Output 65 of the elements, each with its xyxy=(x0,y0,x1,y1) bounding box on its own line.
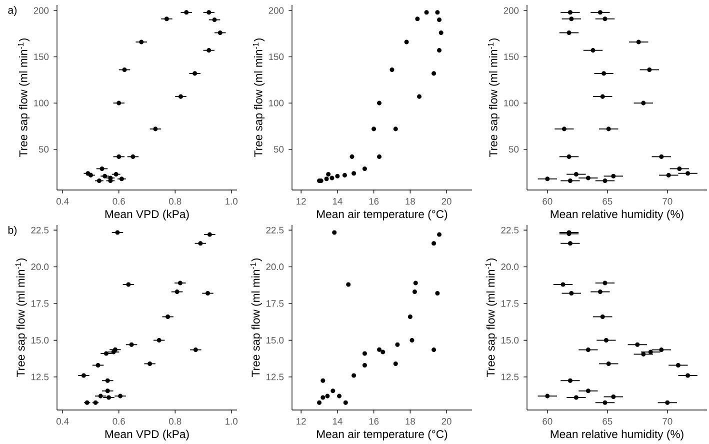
x-tick-label: 0.8 xyxy=(169,198,182,205)
x-tick-label: 18 xyxy=(406,198,415,205)
x-axis-title: Mean relative humidity (%) xyxy=(550,210,684,220)
y-tick-label: 100 xyxy=(504,100,519,106)
x-axis-title: Mean VPD (kPa) xyxy=(105,210,189,220)
x-tick-label: 20 xyxy=(442,418,452,425)
x-tick-label: 0.4 xyxy=(56,418,69,425)
y-tick-label: 12.5 xyxy=(266,374,284,380)
y-tick-label: 20.0 xyxy=(501,264,519,270)
x-tick-label: 20 xyxy=(442,198,452,205)
x-tick-label: 60 xyxy=(542,418,552,425)
x-tick-label: 14 xyxy=(332,418,342,424)
x-axis-title: Mean relative humidity (%) xyxy=(550,430,684,440)
y-tick-label: 22.5 xyxy=(501,226,519,234)
y-tick-label: 17.5 xyxy=(502,300,519,307)
y-tick-label: 22.5 xyxy=(31,226,49,234)
x-tick-label: 12 xyxy=(296,418,306,425)
y-tick-label: 17.5 xyxy=(266,300,284,307)
x-tick-label: 18 xyxy=(406,418,415,425)
y-tick-label: 20.0 xyxy=(31,264,49,270)
x-tick-label: 0.4 xyxy=(56,198,69,205)
x-tick-label: 14 xyxy=(332,198,342,204)
y-tick-label: 15.0 xyxy=(502,336,519,344)
y-tick-label: 100 xyxy=(269,100,284,106)
x-axis-title: Mean air temperature (°C) xyxy=(317,210,448,220)
x-axis-title: Mean air temperature (°C) xyxy=(317,430,448,440)
y-tick-label: 20.0 xyxy=(266,264,284,270)
x-axis-title: Mean VPD (kPa) xyxy=(105,430,189,440)
x-tick-label: 1.0 xyxy=(226,418,238,425)
y-tick-label: 15.0 xyxy=(266,336,284,344)
y-tick-label: 150 xyxy=(504,54,519,60)
y-tick-label: 17.5 xyxy=(32,300,49,307)
y-tick-label: 200 xyxy=(34,7,49,14)
y-axis-title: Tree sap flow (ml min$^{-1}$) xyxy=(488,38,500,157)
y-axis-title: Tree sap flow (ml min$^{-1}$) xyxy=(250,258,262,377)
x-tick-label: 0.6 xyxy=(112,198,125,205)
y-tick-label: 15.0 xyxy=(32,336,49,344)
y-tick-label: 200 xyxy=(268,7,284,14)
y-tick-label: 12.5 xyxy=(502,374,519,380)
y-tick-label: 22.5 xyxy=(266,226,284,234)
y-tick-label: 100 xyxy=(34,100,49,106)
y-tick-label: 150 xyxy=(34,54,49,60)
x-tick-label: 65 xyxy=(602,198,612,205)
x-tick-label: 16 xyxy=(369,418,379,425)
text: b) xyxy=(8,226,17,236)
x-tick-label: 60 xyxy=(542,198,552,205)
y-tick-label: 50 xyxy=(508,146,519,153)
y-axis-title: Tree sap flow (ml min$^{-1}$) xyxy=(18,38,30,157)
y-axis-title: Tree sap flow (ml min$^{-1}$) xyxy=(485,258,497,377)
x-tick-label: 12 xyxy=(296,198,306,205)
x-tick-label: 70 xyxy=(662,198,672,205)
y-axis-title: Tree sap flow (ml min$^{-1}$) xyxy=(252,38,265,157)
x-tick-label: 0.6 xyxy=(112,418,125,425)
x-tick-label: 0.8 xyxy=(169,418,182,425)
x-tick-label: 70 xyxy=(662,418,672,425)
x-tick-label: 65 xyxy=(602,418,612,425)
y-tick-label: 12.5 xyxy=(32,374,49,380)
y-tick-label: 50 xyxy=(38,146,49,153)
x-tick-label: 1.0 xyxy=(226,198,238,205)
x-tick-label: 16 xyxy=(369,198,379,205)
y-tick-label: 200 xyxy=(504,7,519,14)
text: a) xyxy=(8,6,17,16)
y-tick-label: 50 xyxy=(274,146,284,153)
y-axis-title: Tree sap flow (ml min$^{-1}$) xyxy=(15,258,27,377)
y-tick-label: 150 xyxy=(269,54,284,60)
